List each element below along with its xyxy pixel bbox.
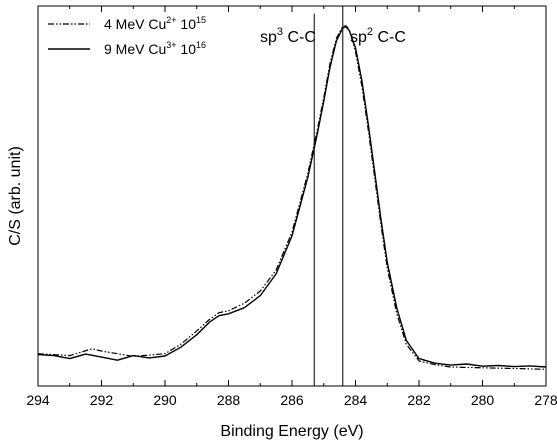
x-tick-label-280: 280 bbox=[471, 392, 495, 408]
x-tick-label-286: 286 bbox=[280, 392, 304, 408]
x-axis-tick-labels: 294 292 290 288 286 284 282 280 278 bbox=[26, 392, 557, 408]
legend-label-series-1: 4 MeV Cu2+ 1015 bbox=[104, 15, 206, 32]
x-axis-ticks bbox=[38, 6, 546, 386]
x-tick-label-294: 294 bbox=[26, 392, 50, 408]
x-tick-label-292: 292 bbox=[90, 392, 114, 408]
x-tick-label-282: 282 bbox=[407, 392, 431, 408]
x-tick-label-288: 288 bbox=[217, 392, 241, 408]
legend-label-series-2: 9 MeV Cu3+ 1016 bbox=[104, 40, 206, 57]
series-line-2 bbox=[38, 27, 546, 367]
plot-frame bbox=[38, 6, 546, 386]
annotation-sp3-label: sp3 C-C bbox=[260, 26, 316, 46]
series-line-1 bbox=[38, 26, 546, 370]
x-tick-label-278: 278 bbox=[534, 392, 557, 408]
series-lines bbox=[38, 26, 546, 370]
x-axis-title: Binding Energy (eV) bbox=[220, 423, 363, 440]
reference-lines bbox=[314, 6, 343, 386]
y-axis-title: C/S (arb. unit) bbox=[7, 146, 24, 246]
x-tick-label-284: 284 bbox=[344, 392, 368, 408]
x-tick-label-290: 290 bbox=[153, 392, 177, 408]
plot-area: 294 292 290 288 286 284 282 280 278 bbox=[26, 6, 557, 408]
legend: 4 MeV Cu2+ 1015 9 MeV Cu3+ 1016 bbox=[48, 15, 206, 57]
annotation-sp2-label: sp2 C-C bbox=[350, 26, 406, 46]
